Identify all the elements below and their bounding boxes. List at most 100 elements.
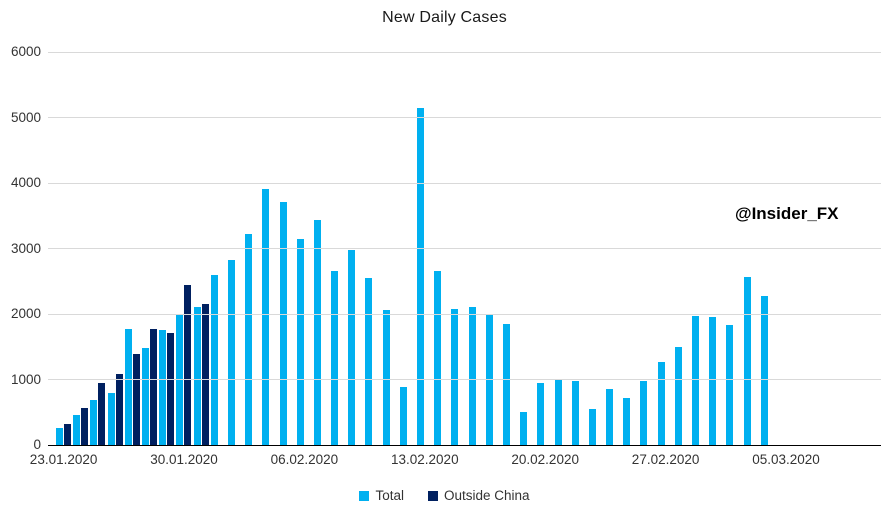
bar-outside-china bbox=[115, 374, 123, 445]
bar-outside-china bbox=[81, 408, 89, 445]
bar-total bbox=[674, 346, 682, 445]
bar-total bbox=[331, 270, 339, 445]
x-axis-tick-label: 06.02.2020 bbox=[270, 452, 339, 467]
day-slot bbox=[639, 52, 656, 445]
day-slot bbox=[416, 52, 433, 445]
plot-area bbox=[48, 51, 881, 446]
bar-total bbox=[743, 277, 751, 445]
x-axis-tick-label: 30.01.2020 bbox=[150, 452, 218, 467]
watermark-text: @Insider_FX bbox=[735, 204, 839, 223]
bar-total bbox=[124, 329, 132, 445]
chart-title: New Daily Cases bbox=[382, 9, 507, 26]
day-slot bbox=[193, 52, 210, 445]
bar-outside-china bbox=[201, 303, 209, 445]
gridline bbox=[48, 117, 881, 118]
bar-total bbox=[107, 393, 115, 445]
gridline bbox=[48, 182, 881, 184]
bar-total bbox=[193, 306, 201, 445]
day-slot bbox=[244, 52, 261, 445]
day-slot bbox=[72, 52, 89, 445]
bar-total bbox=[520, 412, 528, 445]
day-slot bbox=[261, 52, 278, 445]
day-slot bbox=[536, 52, 553, 445]
bar-total bbox=[159, 330, 167, 445]
day-slot bbox=[158, 52, 175, 445]
day-slot bbox=[605, 52, 622, 445]
x-axis-tick-label: 20.02.2020 bbox=[511, 452, 579, 467]
day-slot bbox=[330, 52, 347, 445]
legend: Total Outside China bbox=[0, 488, 889, 503]
day-slot bbox=[588, 52, 605, 445]
x-axis-tick-label: 23.01.2020 bbox=[29, 452, 98, 467]
day-slot bbox=[278, 52, 295, 445]
bar-total bbox=[296, 238, 304, 445]
bar-total bbox=[588, 408, 596, 445]
bar-total bbox=[760, 295, 768, 445]
day-slot bbox=[708, 52, 725, 445]
bar-outside-china bbox=[98, 383, 106, 445]
bar-total bbox=[245, 234, 253, 445]
day-slot bbox=[141, 52, 158, 445]
bar-total bbox=[313, 220, 321, 445]
day-slot bbox=[382, 52, 399, 445]
bar-outside-china bbox=[167, 333, 175, 445]
y-axis: 0 1000 2000 3000 4000 5000 6000 bbox=[0, 0, 41, 460]
day-slot bbox=[468, 52, 485, 445]
legend-label-total: Total bbox=[375, 488, 404, 503]
day-slot bbox=[399, 52, 416, 445]
day-slot bbox=[313, 52, 330, 445]
bar-series-container bbox=[55, 52, 880, 445]
day-slot bbox=[124, 52, 141, 445]
day-slot bbox=[364, 52, 381, 445]
bar-total bbox=[571, 381, 579, 445]
legend-item-outside-china: Outside China bbox=[427, 488, 530, 503]
bar-total bbox=[468, 306, 476, 445]
day-slot bbox=[519, 52, 536, 445]
y-axis-label: 3000 bbox=[10, 240, 41, 256]
bar-outside-china bbox=[64, 424, 72, 445]
bar-total bbox=[537, 382, 545, 445]
bar-total bbox=[365, 277, 373, 445]
bar-total bbox=[142, 348, 150, 445]
day-slot bbox=[296, 52, 313, 445]
y-axis-label: 6000 bbox=[10, 44, 41, 59]
day-slot bbox=[760, 52, 777, 445]
bar-total bbox=[692, 315, 700, 445]
legend-swatch-total bbox=[359, 490, 370, 501]
day-slot bbox=[227, 52, 244, 445]
bar-outside-china bbox=[184, 285, 192, 445]
gridline bbox=[48, 248, 881, 249]
y-axis-label: 1000 bbox=[10, 371, 41, 387]
bar-total bbox=[726, 325, 734, 445]
y-axis-label: 4000 bbox=[10, 175, 41, 190]
x-axis-tick-label: 27.02.2020 bbox=[631, 452, 700, 467]
day-slot bbox=[674, 52, 691, 445]
bar-total bbox=[210, 275, 218, 445]
gridline bbox=[48, 313, 881, 315]
legend-item-total: Total bbox=[359, 488, 404, 503]
y-axis-label: 0 bbox=[33, 437, 41, 452]
bar-total bbox=[623, 397, 631, 445]
legend-swatch-outside-china bbox=[427, 490, 438, 501]
bar-total bbox=[640, 380, 648, 445]
bar-total bbox=[90, 400, 98, 445]
day-slot bbox=[210, 52, 227, 445]
y-axis-label: 5000 bbox=[10, 109, 41, 125]
bar-total bbox=[502, 324, 510, 445]
bar-outside-china bbox=[150, 329, 158, 445]
day-slot bbox=[691, 52, 708, 445]
day-slot bbox=[55, 52, 72, 445]
bar-total bbox=[227, 259, 235, 445]
bar-total bbox=[262, 188, 270, 445]
day-slot bbox=[107, 52, 124, 445]
bar-total bbox=[348, 250, 356, 445]
day-slot bbox=[89, 52, 106, 445]
day-slot bbox=[622, 52, 639, 445]
gridline bbox=[48, 51, 881, 53]
bar-total bbox=[709, 317, 717, 445]
bar-total bbox=[606, 388, 614, 445]
bar-total bbox=[417, 107, 425, 445]
bar-total bbox=[399, 386, 407, 445]
legend-label-outside-china: Outside China bbox=[443, 488, 530, 503]
gridline bbox=[48, 379, 881, 380]
